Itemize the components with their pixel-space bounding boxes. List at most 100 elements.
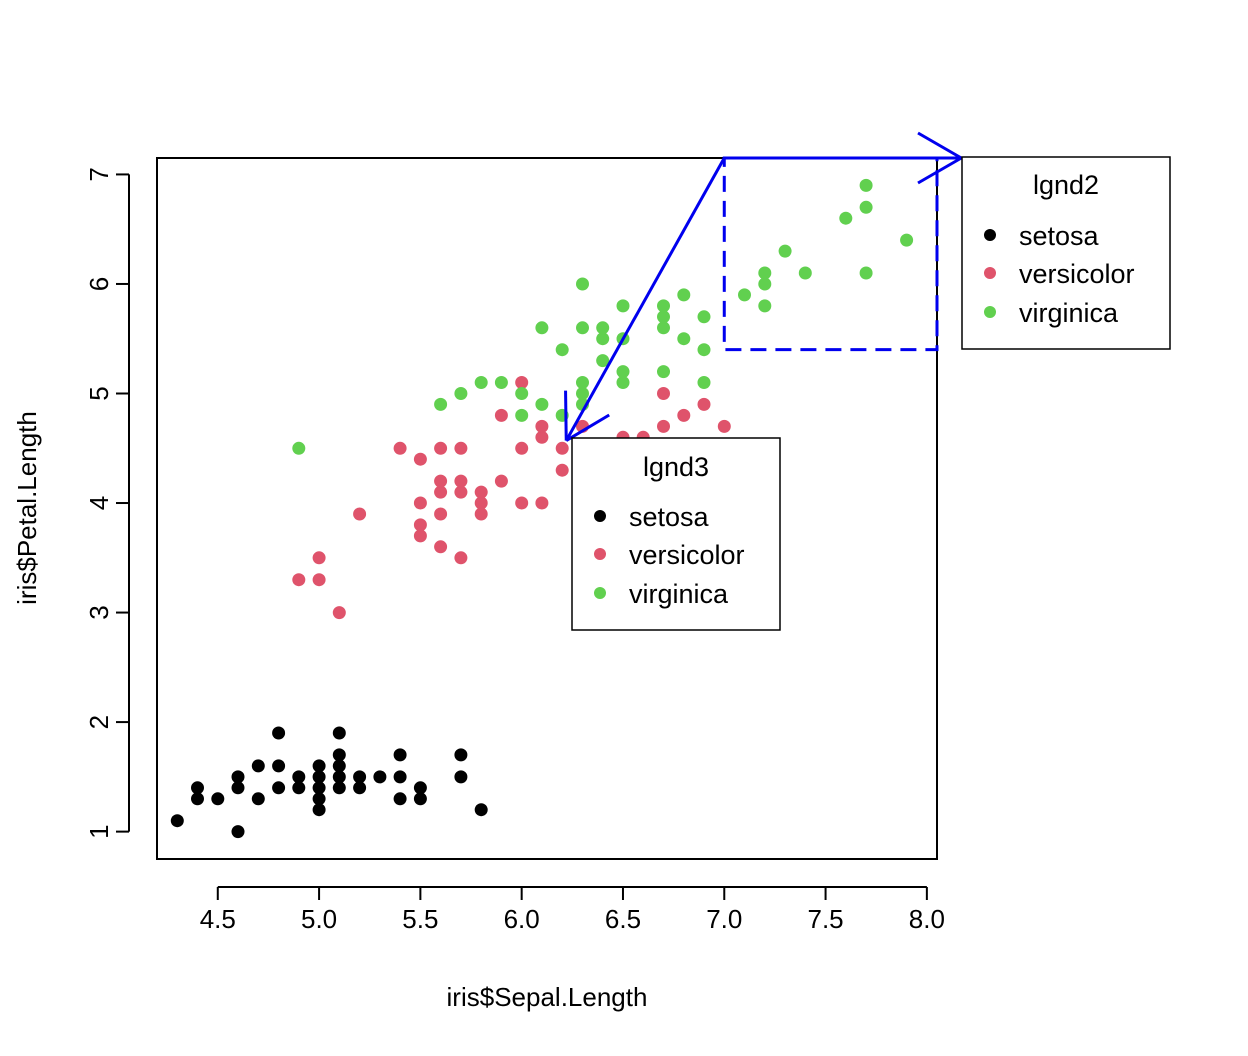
- point-setosa: [332, 759, 346, 773]
- legend-box: [571, 437, 781, 631]
- annotation-layer: [564, 131, 963, 442]
- point-setosa: [474, 803, 488, 817]
- y-tick-label: 3: [84, 605, 114, 619]
- point-versicolor: [353, 507, 367, 521]
- point-setosa: [393, 770, 407, 784]
- point-setosa: [332, 770, 346, 784]
- point-virginica: [494, 376, 508, 389]
- legend-entry-virginica: virginica: [1019, 298, 1119, 328]
- y-tick-label: 7: [84, 167, 114, 181]
- x-tick-label: 8.0: [909, 904, 945, 934]
- point-versicolor: [515, 376, 529, 389]
- arrow-head: [564, 390, 568, 441]
- point-virginica: [758, 277, 772, 291]
- annotation-arrow: [564, 157, 726, 442]
- point-versicolor: [434, 507, 448, 521]
- point-setosa: [373, 770, 387, 784]
- y-tick-label: 6: [84, 277, 114, 291]
- point-virginica: [515, 408, 529, 422]
- arrow-head: [565, 413, 610, 442]
- legend-entry-versicolor: versicolor: [629, 540, 745, 570]
- point-virginica: [576, 376, 589, 389]
- legend-entry-versicolor: versicolor: [1019, 259, 1135, 289]
- legend-title: lgnd3: [643, 452, 709, 482]
- x-tick-label: 4.5: [200, 904, 236, 934]
- legend-entry-setosa: setosa: [1019, 221, 1100, 251]
- x-axis-title: iris$Sepal.Length: [447, 982, 648, 1012]
- point-virginica: [758, 299, 772, 313]
- point-setosa: [272, 759, 286, 773]
- point-versicolor: [677, 408, 691, 422]
- point-virginica: [900, 233, 914, 247]
- point-versicolor: [697, 397, 711, 411]
- legend-box: [961, 156, 1171, 350]
- point-virginica: [657, 299, 670, 313]
- point-virginica: [535, 321, 549, 335]
- point-versicolor: [555, 463, 569, 477]
- arrow-head: [917, 131, 963, 160]
- point-setosa: [413, 781, 427, 795]
- x-tick-label: 7.5: [807, 904, 843, 934]
- point-setosa: [454, 748, 468, 762]
- point-virginica: [697, 376, 711, 389]
- point-virginica: [657, 321, 670, 335]
- point-virginica: [535, 397, 549, 411]
- point-versicolor: [555, 441, 569, 455]
- point-versicolor: [413, 452, 427, 466]
- point-versicolor: [312, 551, 326, 565]
- point-virginica: [454, 387, 468, 400]
- legend-marker-versicolor: [594, 548, 606, 560]
- point-virginica: [677, 288, 691, 302]
- point-virginica: [859, 178, 873, 192]
- point-versicolor: [454, 485, 468, 499]
- point-virginica: [474, 376, 488, 389]
- point-setosa: [292, 781, 306, 795]
- y-axis-title: iris$Petal.Length: [12, 411, 42, 605]
- annotation-dashed-rect: [722, 156, 939, 352]
- point-virginica: [576, 387, 589, 400]
- point-versicolor: [657, 419, 670, 433]
- x-tick-label: 5.5: [402, 904, 438, 934]
- legend-marker-setosa: [984, 229, 996, 241]
- point-setosa: [231, 825, 245, 839]
- point-versicolor: [474, 496, 488, 510]
- point-setosa: [312, 770, 326, 784]
- point-versicolor: [292, 573, 306, 587]
- point-versicolor: [332, 606, 346, 620]
- point-versicolor: [454, 441, 468, 455]
- point-versicolor: [515, 441, 529, 455]
- point-versicolor: [312, 573, 326, 587]
- legend-entry-virginica: virginica: [629, 579, 729, 609]
- legend-marker-virginica: [984, 306, 996, 318]
- point-virginica: [697, 310, 711, 324]
- arrow-head: [917, 156, 963, 185]
- point-setosa: [312, 759, 326, 773]
- point-setosa: [312, 803, 326, 817]
- point-versicolor: [494, 474, 508, 488]
- point-versicolor: [434, 540, 448, 554]
- point-virginica: [616, 376, 630, 389]
- legend-marker-setosa: [594, 510, 606, 522]
- point-virginica: [697, 343, 711, 357]
- point-virginica: [596, 321, 610, 335]
- point-versicolor: [515, 496, 529, 510]
- legend-marker-virginica: [594, 587, 606, 599]
- point-setosa: [332, 781, 346, 795]
- point-setosa: [191, 781, 204, 795]
- point-setosa: [272, 726, 286, 740]
- point-virginica: [292, 441, 306, 455]
- plot-frame: [156, 157, 938, 860]
- point-virginica: [839, 211, 853, 225]
- point-versicolor: [454, 551, 468, 565]
- point-virginica: [657, 310, 670, 324]
- y-tick-label: 5: [84, 386, 114, 400]
- y-tick-label: 1: [84, 824, 114, 838]
- point-virginica: [798, 266, 812, 280]
- point-versicolor: [474, 485, 488, 499]
- point-versicolor: [717, 419, 731, 433]
- point-setosa: [251, 792, 265, 806]
- point-virginica: [434, 397, 448, 411]
- point-setosa: [231, 770, 245, 784]
- point-setosa: [211, 792, 225, 806]
